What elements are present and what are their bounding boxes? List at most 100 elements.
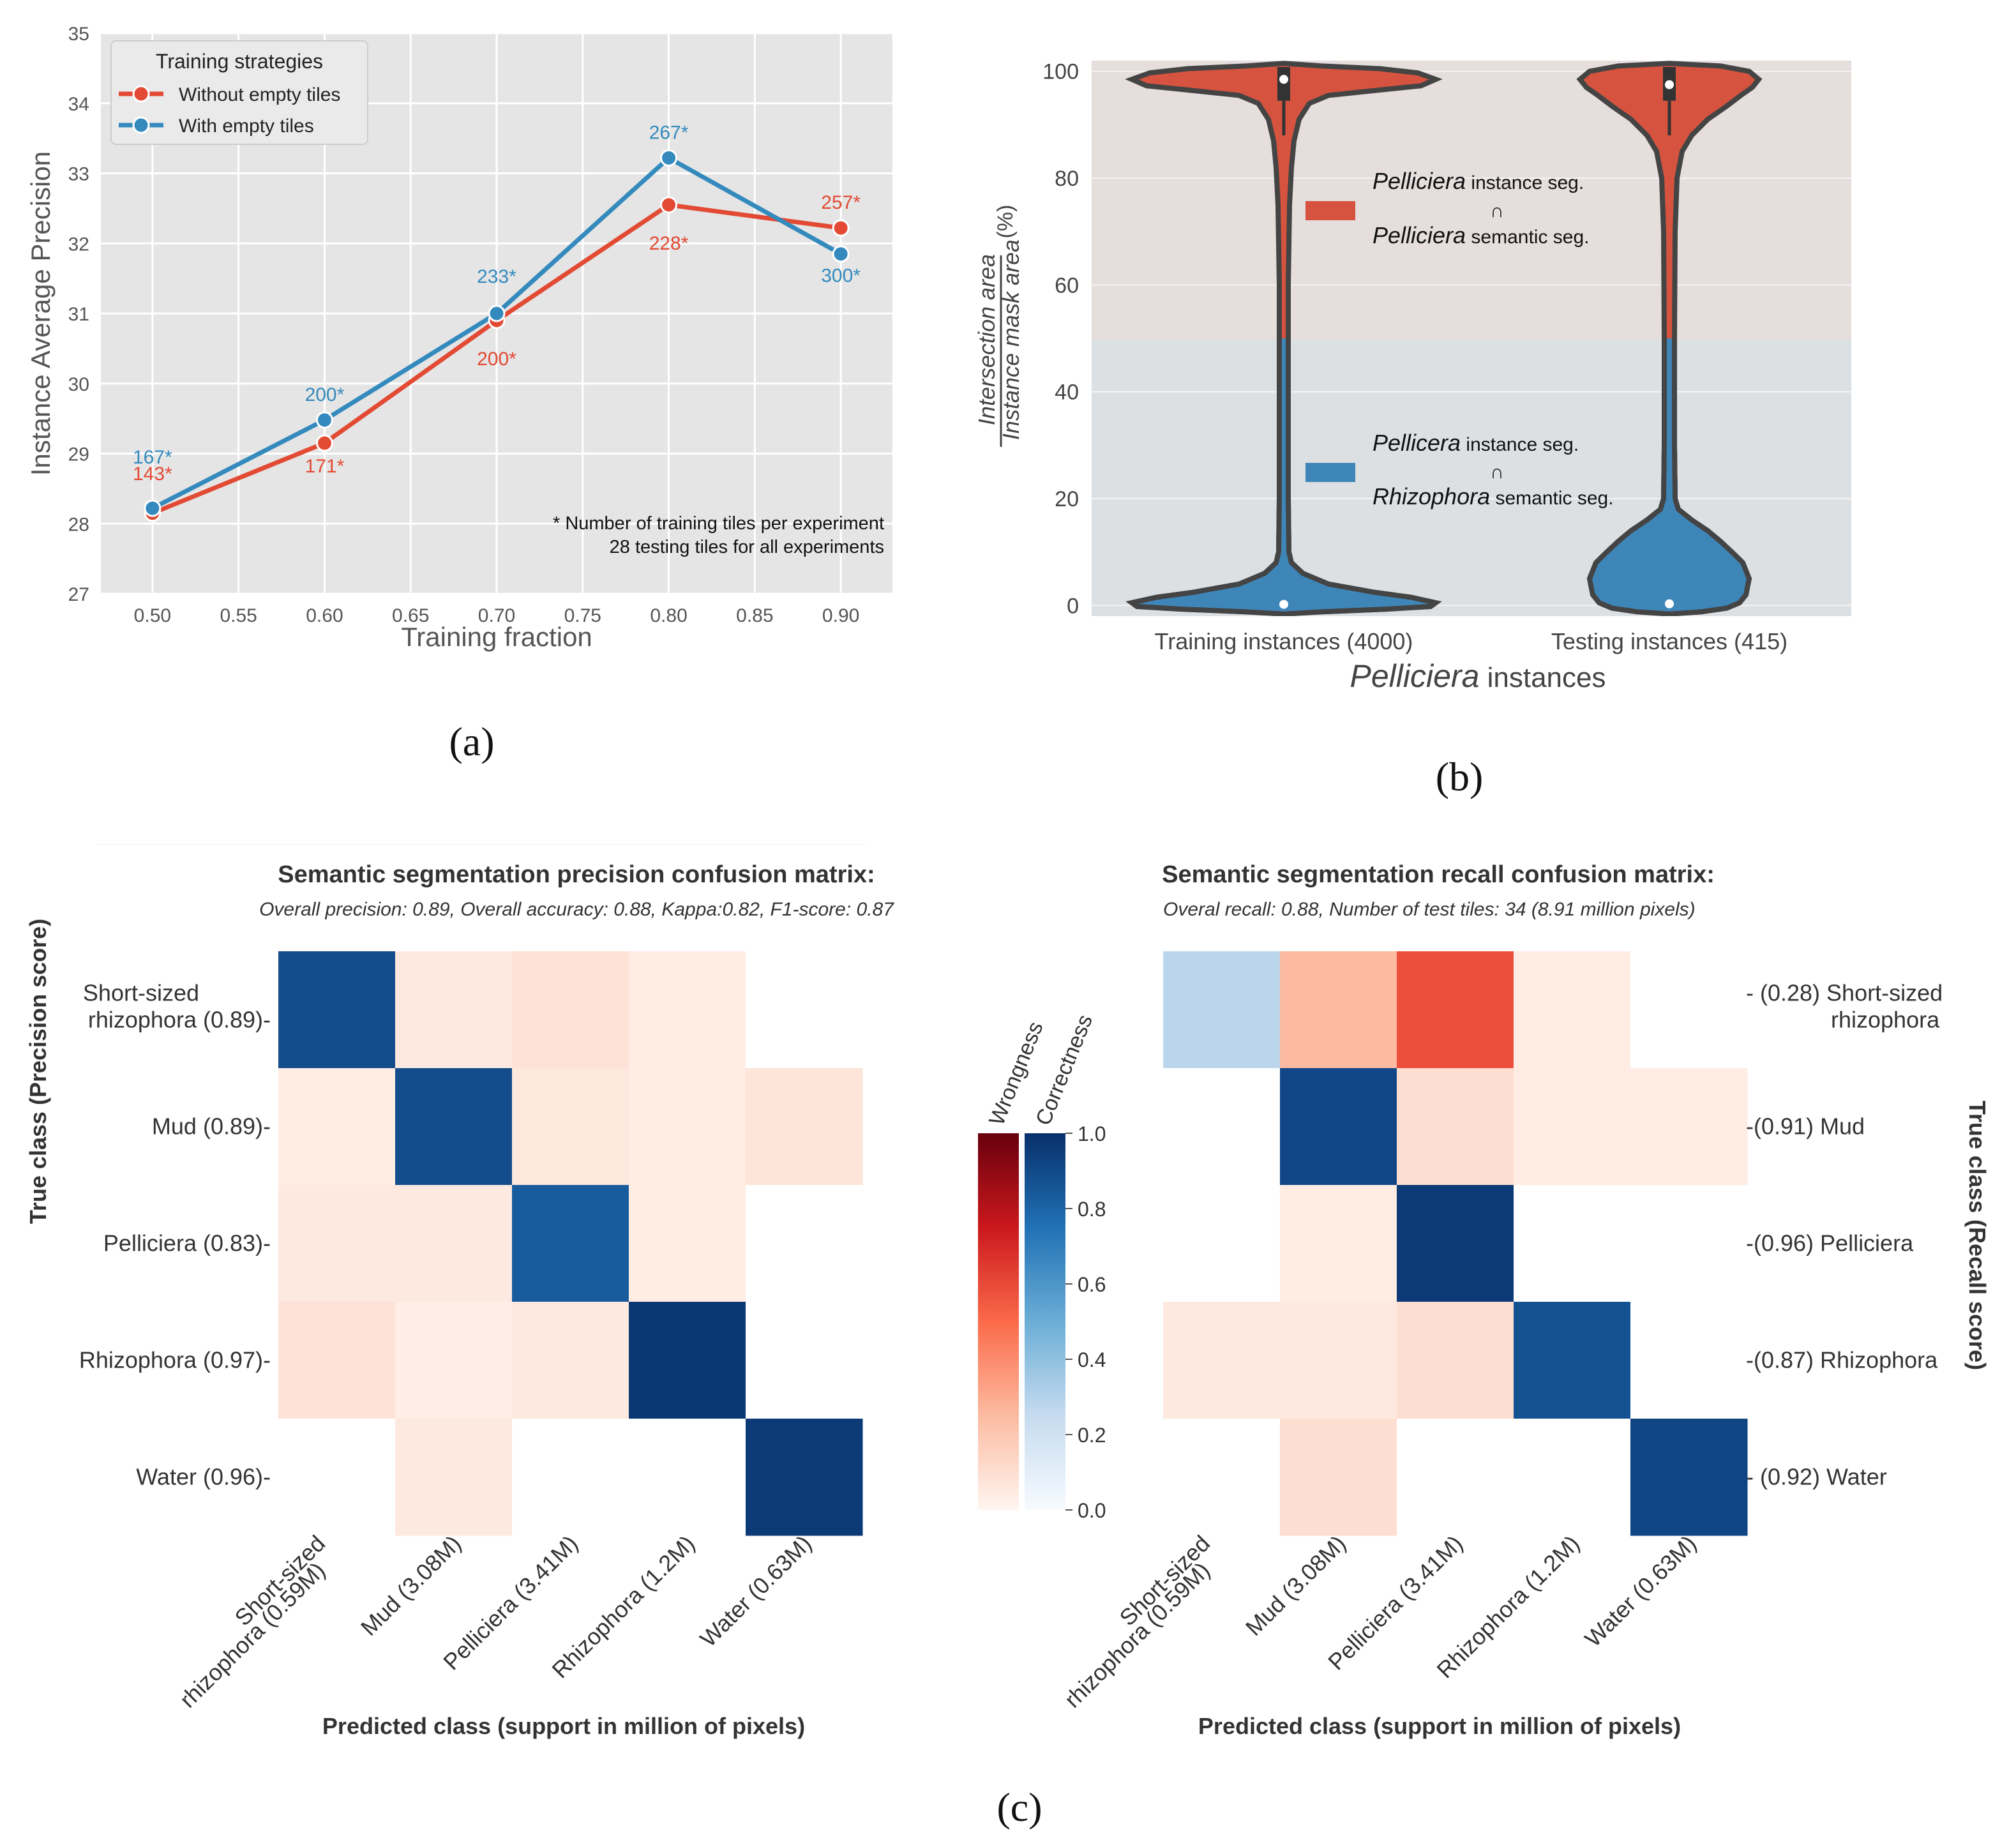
heatmap-cell xyxy=(395,1302,513,1419)
panel-b-xlabel-italic: Pelliciera xyxy=(1350,658,1480,694)
heatmap-cell xyxy=(278,951,396,1069)
recall-matrix-subtitle: Overal recall: 0.88, Number of test tile… xyxy=(1163,899,1696,920)
panel-a-y-tick-label: 30 xyxy=(68,374,89,395)
panel-b-legend-blue-op: ∩ xyxy=(1490,462,1504,483)
heatmap-cell xyxy=(629,1068,746,1186)
violin-median-top xyxy=(1279,75,1288,84)
violin-lower-group xyxy=(1125,338,1752,616)
recall-row-label: -(0.87) Rhizophora xyxy=(1746,1347,1938,1373)
panel-b-y-tick-label: 100 xyxy=(1042,60,1079,84)
heatmap-cell xyxy=(1514,1068,1631,1186)
panel-a-point-without xyxy=(832,219,850,237)
precision-matrix-y-axis-label: True class (Precision score) xyxy=(25,919,51,1224)
panel-a-x-tick-label: 0.65 xyxy=(392,605,429,626)
heatmap-cell xyxy=(1514,951,1631,1069)
panel-label-c: (c) xyxy=(997,1784,1042,1830)
panel-b-band-top xyxy=(1092,61,1851,340)
heatmap-cell xyxy=(746,1302,863,1419)
panel-a-y-tick-label: 35 xyxy=(68,24,89,45)
panel-b-xlabel-rest: instances xyxy=(1479,662,1606,693)
heatmap-cell xyxy=(1397,1419,1514,1536)
heatmap-cell xyxy=(1630,1419,1748,1536)
panel-label-a: (a) xyxy=(449,719,494,764)
colorbar-tick-label: 0.2 xyxy=(1078,1424,1106,1447)
precision-matrix-title: Semantic segmentation precision confusio… xyxy=(278,861,875,888)
heatmap-cell xyxy=(1163,1302,1281,1419)
precision-row-label: Pelliciera (0.83)- xyxy=(103,1230,271,1256)
heatmap-cell xyxy=(1630,1068,1748,1186)
heatmap-cell xyxy=(1280,951,1397,1069)
panel-b-legend-blue-line2: Rhizophora semantic seg. xyxy=(1373,483,1614,509)
recall-row-label: rhizophora xyxy=(1831,1007,1940,1033)
panel-b-legend: Pelliciera instance seg. ∩ Pelliciera se… xyxy=(1305,168,1614,509)
panel-a-point-with xyxy=(144,499,162,517)
heatmap-cell xyxy=(278,1419,396,1536)
panel-b-legend-blue-line1: Pellicera instance seg. xyxy=(1373,430,1579,456)
heatmap-cell xyxy=(1630,1302,1748,1419)
panel-b-legend-blue-rest2: semantic seg. xyxy=(1490,488,1613,509)
panel-a-annotation-2: 28 testing tiles for all experiments xyxy=(610,537,884,557)
heatmap-cell xyxy=(746,1185,863,1302)
colorbar-group: Wrongness Correctness 0.00.20.40.60.81.0 xyxy=(978,1011,1106,1522)
panel-a-annotation-1: * Number of training tiles per experimen… xyxy=(553,513,884,534)
panel-b-violin-chart: 0 20 40 60 80 100 Pelliciera instance seg. ∩ … xyxy=(974,60,1851,799)
panel-a-x-tick-label: 0.90 xyxy=(822,605,859,626)
heatmap-cell xyxy=(278,1302,396,1419)
panel-a-x-axis-label: Training fraction xyxy=(401,622,592,652)
heatmap-cell xyxy=(629,1302,746,1419)
panel-a-x-tick-label: 0.75 xyxy=(564,605,601,626)
heatmap-cell xyxy=(1280,1068,1397,1186)
panel-a-point-without xyxy=(315,434,333,452)
panel-b-legend-swatch-red xyxy=(1305,201,1355,220)
panel-a-legend-box xyxy=(110,40,368,145)
panel-a-x-tick-label: 0.80 xyxy=(650,605,687,626)
panel-b-y-tick-label: 60 xyxy=(1055,273,1079,298)
panel-b-legend-red-italic2: Pelliciera xyxy=(1373,222,1466,248)
heatmap-cell xyxy=(1163,1068,1281,1186)
panel-b-y-tick-label: 20 xyxy=(1055,487,1079,511)
panel-a-point-with xyxy=(660,149,678,167)
panel-a-y-axis-label: Instance Average Precision xyxy=(26,151,56,476)
violin-median-bottom xyxy=(1279,600,1288,609)
heatmap-cell xyxy=(629,951,746,1069)
panel-b-y-axis-label: Intersection area Instance mask area (%) xyxy=(974,205,1024,447)
recall-row-label: - (0.28) Short-sized xyxy=(1746,980,1943,1006)
heatmap-cell xyxy=(1163,1185,1281,1302)
precision-col-label: Mud (3.08M) xyxy=(356,1530,466,1641)
panel-a-legend-marker-red xyxy=(132,85,150,103)
heatmap-cell xyxy=(1397,1068,1514,1186)
recall-row-label: -(0.96) Pelliciera xyxy=(1746,1230,1914,1256)
precision-matrix-subtitle: Overall precision: 0.89, Overall accurac… xyxy=(259,899,894,920)
panel-a-y-tick-label: 27 xyxy=(68,584,89,605)
precision-matrix-x-axis-label: Predicted class (support in million of p… xyxy=(322,1713,805,1739)
heatmap-cell xyxy=(395,1185,513,1302)
recall-matrix-y-axis-label: True class (Recall score) xyxy=(1964,1101,1990,1370)
panel-c-recall-heatmap: Semantic segmentation recall confusion m… xyxy=(978,861,1990,1830)
panel-a-x-tick-label: 0.60 xyxy=(306,605,343,626)
heatmap-cell xyxy=(512,1419,629,1536)
panel-a-x-tick-label: 0.50 xyxy=(134,605,171,626)
panel-a-data-label-without: 228* xyxy=(649,233,689,254)
panel-b-x-axis-label: Pelliciera instances xyxy=(1350,658,1606,694)
heatmap-cell xyxy=(512,1068,629,1186)
panel-b-category-testing: Testing instances (415) xyxy=(1551,628,1787,654)
colorbar-tick-label: 0.6 xyxy=(1078,1273,1106,1296)
heatmap-cell xyxy=(1630,1185,1748,1302)
panel-a-point-with xyxy=(832,245,850,263)
panel-b-ylabel-unit: (%) xyxy=(993,205,1018,239)
panel-b-ylabel-denominator: Instance mask area xyxy=(998,239,1024,440)
heatmap-cell xyxy=(395,1419,513,1536)
heatmap-cell xyxy=(1397,1185,1514,1302)
panel-a-legend-title: Training strategies xyxy=(156,50,323,73)
panel-a-legend-marker-blue xyxy=(132,116,150,134)
panel-a-data-label-without: 143* xyxy=(133,464,172,485)
panel-a-line-chart: 143* 171* 200* 228* 257* 167* 200* 233* 267* 300*… xyxy=(26,24,892,764)
panel-a-legend: Training strategies Without empty tiles … xyxy=(110,40,368,145)
panel-b-legend-blue-italic1: Pellicera xyxy=(1373,430,1461,456)
colorbar-tick-label: 1.0 xyxy=(1078,1122,1106,1145)
panel-a-legend-label-with: With empty tiles xyxy=(179,116,314,137)
panel-b-y-tick-label: 80 xyxy=(1055,167,1079,191)
recall-row-label: -(0.91) Mud xyxy=(1746,1113,1865,1140)
heatmap-cell xyxy=(629,1185,746,1302)
